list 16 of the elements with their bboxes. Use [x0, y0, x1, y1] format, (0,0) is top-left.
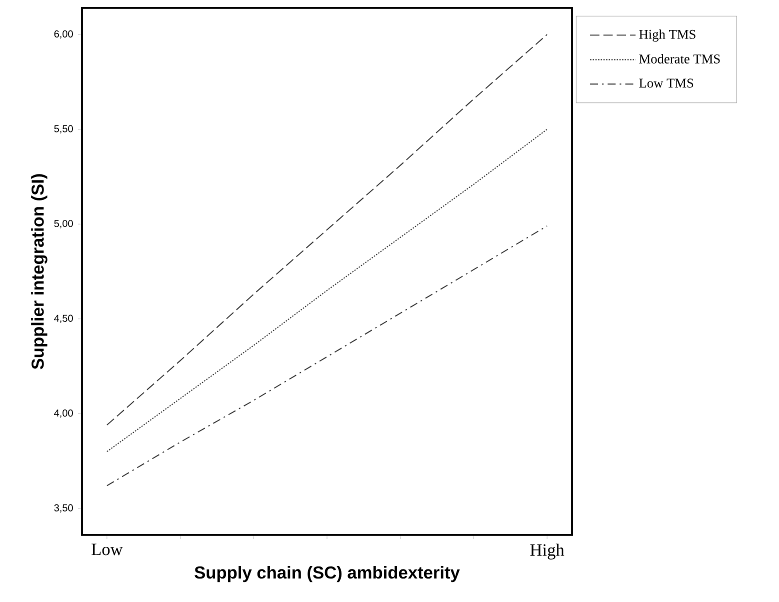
x-tick-label: High: [530, 544, 564, 560]
line-series: [106, 225, 548, 486]
line-series: [106, 34, 548, 426]
y-tick-label: 6,00: [54, 30, 73, 39]
legend-label: High TMS: [639, 29, 696, 42]
y-axis-title: Supplier integration (SI): [31, 174, 48, 370]
legend-label: Moderate TMS: [639, 54, 720, 64]
x-axis-title: Supply chain (SC) ambidexterity: [194, 566, 460, 582]
y-tick-label: 4,50: [54, 314, 73, 324]
y-tick-label: 5,50: [54, 125, 73, 134]
x-tick-label: Low: [92, 544, 123, 556]
y-tick-label: 5,00: [54, 220, 73, 228]
y-tick-label: 3,50: [54, 504, 73, 513]
y-tick-label: 4,00: [54, 410, 73, 418]
line-series: [106, 128, 548, 452]
legend-label: Low TMS: [639, 78, 694, 88]
